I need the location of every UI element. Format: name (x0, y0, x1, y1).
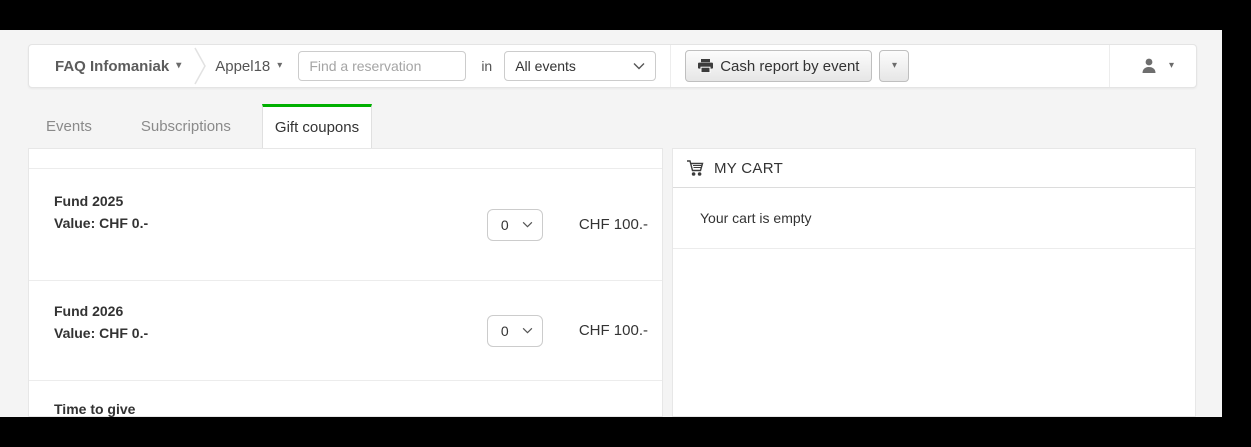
coupon-row-fund-2026: Fund 2026 Value: CHF 0.- 0 CHF 100.- (29, 281, 662, 381)
cash-report-more-button[interactable]: ▾ (879, 50, 910, 82)
cash-report-button[interactable]: Cash report by event (685, 50, 873, 82)
chevron-down-icon (522, 221, 533, 228)
caret-down-icon: ▾ (176, 60, 182, 71)
coupon-row-time-to-give: Time to give (29, 381, 662, 417)
user-menu-button[interactable]: ▾ (1140, 57, 1174, 75)
event-dropdown[interactable]: Appel18 ▾ (215, 58, 282, 75)
caret-down-icon: ▾ (1168, 60, 1174, 71)
tab-subscriptions-label: Subscriptions (140, 117, 231, 135)
user-icon (1142, 58, 1156, 73)
tab-events[interactable]: Events (28, 104, 110, 148)
tab-events-label: Events (46, 117, 92, 135)
list-header-strip (29, 149, 662, 169)
coupon-name: Fund 2026 (54, 303, 124, 319)
coupon-name: Fund 2025 (54, 193, 124, 209)
caret-down-icon: ▾ (277, 60, 283, 71)
cart-title: MY CART (714, 159, 784, 177)
cash-report-label: Cash report by event (720, 57, 860, 75)
org-label: FAQ Infomaniak (55, 57, 170, 75)
app-screen: FAQ Infomaniak ▾ Appel18 ▾ in All events (0, 30, 1222, 417)
coupon-row-fund-2025: Fund 2025 Value: CHF 0.- 0 CHF 100.- (29, 169, 662, 281)
tab-subscriptions[interactable]: Subscriptions (123, 104, 249, 148)
quantity-select[interactable]: 0 (486, 208, 543, 241)
coupon-price: CHF 100.- (578, 216, 648, 233)
tab-gift-coupons-label: Gift coupons (274, 119, 360, 136)
quantity-value: 0 (500, 216, 509, 233)
chevron-down-icon (522, 327, 533, 334)
toolbar-divider (1108, 45, 1110, 87)
coupon-info: Fund 2026 Value: CHF 0.- (54, 281, 148, 380)
event-label: Appel18 (215, 57, 271, 75)
caret-down-icon: ▾ (891, 60, 897, 71)
cart-empty-text: Your cart is empty (700, 210, 812, 226)
cart-icon (687, 159, 704, 176)
breadcrumb-chevron-icon (194, 47, 207, 85)
quantity-value: 0 (500, 322, 509, 339)
printer-icon (698, 59, 714, 73)
reservation-search-input[interactable] (298, 51, 467, 81)
event-filter-value: All events (515, 58, 576, 74)
coupon-info: Fund 2025 Value: CHF 0.- (54, 169, 148, 280)
org-dropdown[interactable]: FAQ Infomaniak ▾ (55, 58, 181, 75)
tab-gift-coupons[interactable]: Gift coupons (261, 104, 373, 148)
event-filter-select[interactable]: All events (504, 51, 657, 81)
quantity-select[interactable]: 0 (486, 314, 543, 347)
cart-header: MY CART (673, 149, 1195, 188)
cart-panel: MY CART Your cart is empty (672, 148, 1196, 417)
cart-empty-message: Your cart is empty (673, 188, 1195, 249)
coupon-price: CHF 100.- (578, 322, 648, 339)
coupon-name: Time to give (54, 401, 136, 417)
coupon-value: Value: CHF 0.- (54, 324, 149, 341)
coupon-value: Value: CHF 0.- (54, 214, 149, 231)
tab-bar: Events Subscriptions Gift coupons (28, 104, 373, 148)
toolbar-divider (670, 45, 672, 87)
in-label: in (481, 58, 493, 74)
gift-coupons-panel: Fund 2025 Value: CHF 0.- 0 CHF 100.- Fun… (28, 148, 663, 417)
top-toolbar: FAQ Infomaniak ▾ Appel18 ▾ in All events (28, 44, 1197, 88)
coupon-info: Time to give (54, 381, 135, 417)
chevron-down-icon (633, 63, 645, 70)
